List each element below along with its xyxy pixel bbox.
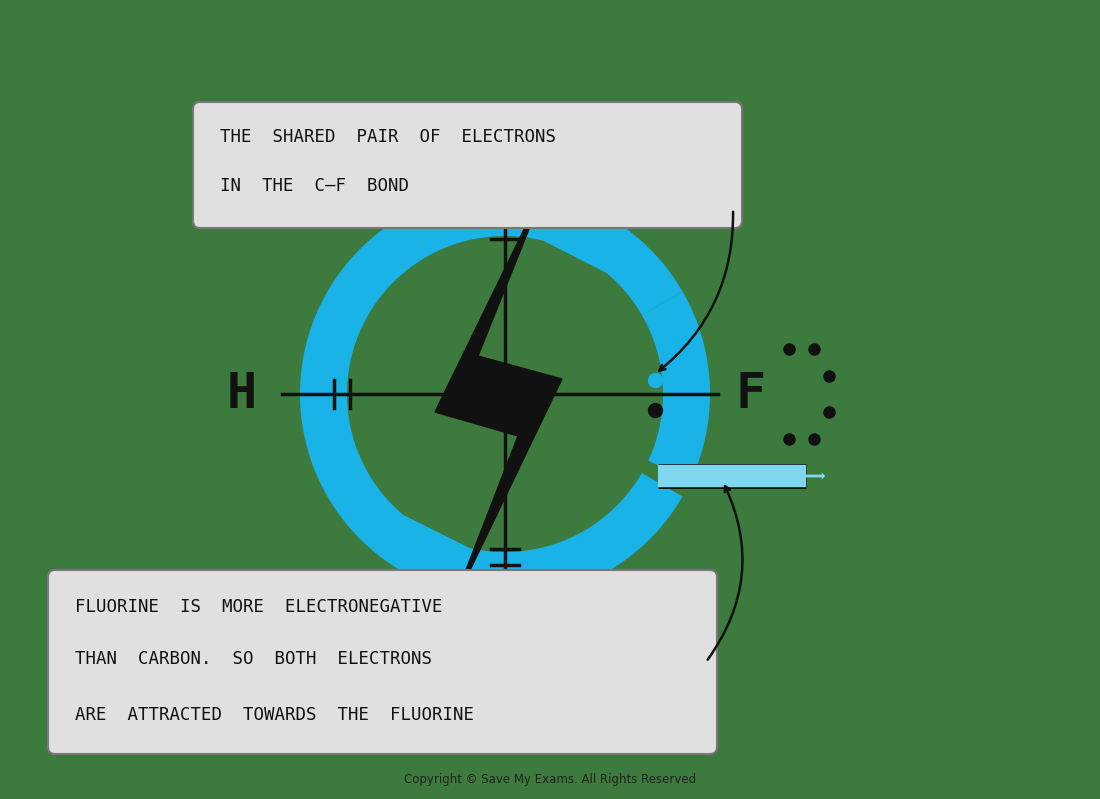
- Text: IN  THE  C–F  BOND: IN THE C–F BOND: [220, 177, 409, 195]
- FancyBboxPatch shape: [192, 102, 742, 228]
- Polygon shape: [378, 515, 470, 671]
- Text: H: H: [227, 370, 257, 418]
- Polygon shape: [300, 189, 682, 599]
- Polygon shape: [434, 172, 562, 616]
- Text: ARE  ATTRACTED  TOWARDS  THE  FLUORINE: ARE ATTRACTED TOWARDS THE FLUORINE: [75, 706, 474, 724]
- Text: THE  SHARED  PAIR  OF  ELECTRONS: THE SHARED PAIR OF ELECTRONS: [220, 128, 556, 146]
- Text: THAN  CARBON.  SO  BOTH  ELECTRONS: THAN CARBON. SO BOTH ELECTRONS: [75, 650, 432, 668]
- Text: F: F: [736, 370, 766, 418]
- Text: FLUORINE  IS  MORE  ELECTRONEGATIVE: FLUORINE IS MORE ELECTRONEGATIVE: [75, 598, 442, 616]
- Polygon shape: [641, 292, 710, 481]
- Text: Copyright © Save My Exams. All Rights Reserved: Copyright © Save My Exams. All Rights Re…: [404, 773, 696, 785]
- Text: H: H: [490, 633, 520, 681]
- Text: H: H: [490, 107, 520, 155]
- FancyBboxPatch shape: [48, 570, 717, 754]
- Polygon shape: [543, 117, 631, 273]
